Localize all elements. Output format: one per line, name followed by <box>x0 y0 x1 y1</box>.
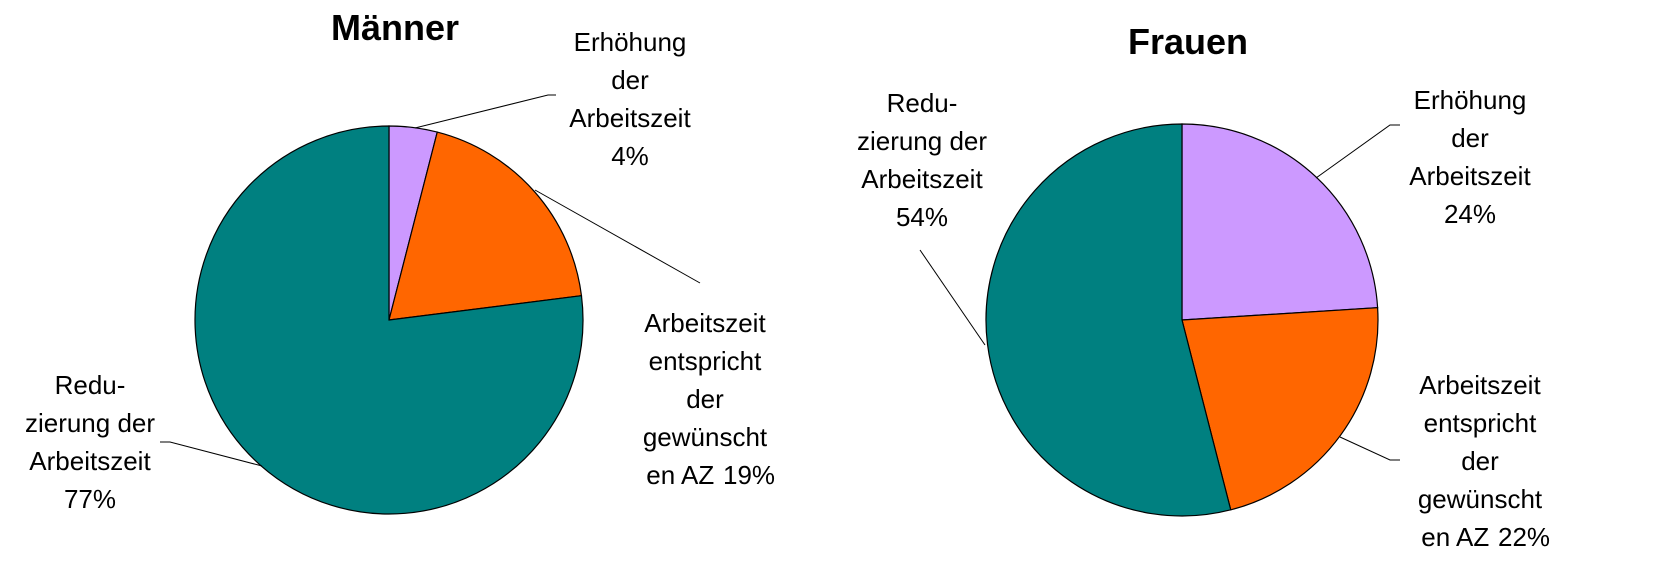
chart-title: Frauen <box>1128 21 1248 62</box>
pie-slice <box>1181 123 1379 321</box>
category-label: Arbeitszeit entspricht der gewünscht en AZ <box>643 308 768 490</box>
value-label: 54% <box>896 202 948 232</box>
leader-line <box>1315 124 1400 179</box>
pie-slice <box>388 131 583 321</box>
leader-line <box>160 441 263 467</box>
slice-label: Erhöhung der Arbeitszeit 4% <box>569 27 691 171</box>
category-label: Redu-zierung der Arbeitszeit <box>25 370 155 476</box>
chart-title: Männer <box>331 7 459 48</box>
leader-line <box>534 189 701 284</box>
value-label: 24% <box>1444 199 1496 229</box>
category-label: Erhöhung der Arbeitszeit <box>1409 85 1531 191</box>
leader-line <box>414 94 556 129</box>
pie-slice <box>1181 307 1379 511</box>
value-label: 4% <box>611 141 649 171</box>
slice-label: Arbeitszeit entspricht der gewünscht en AZ 22… <box>1418 370 1550 552</box>
leader-line <box>919 249 986 346</box>
slice-label: Erhöhung der Arbeitszeit 24% <box>1409 85 1531 229</box>
slice-label: Redu-zierung der Arbeitszeit 54% <box>857 88 987 232</box>
category-label: Redu-zierung der Arbeitszeit <box>857 88 987 194</box>
pie-slice <box>985 123 1232 517</box>
value-label: 77% <box>64 484 116 514</box>
value-label: 19% <box>723 460 775 490</box>
leader-line <box>1339 436 1400 461</box>
slice-label: Redu-zierung der Arbeitszeit 77% <box>25 370 155 514</box>
value-label: 22% <box>1498 522 1550 552</box>
slice-label: Arbeitszeit entspricht der gewünscht en AZ 19… <box>643 308 775 490</box>
category-label: Arbeitszeit entspricht der gewünscht en AZ <box>1418 370 1543 552</box>
category-label: Erhöhung der Arbeitszeit <box>569 27 691 133</box>
